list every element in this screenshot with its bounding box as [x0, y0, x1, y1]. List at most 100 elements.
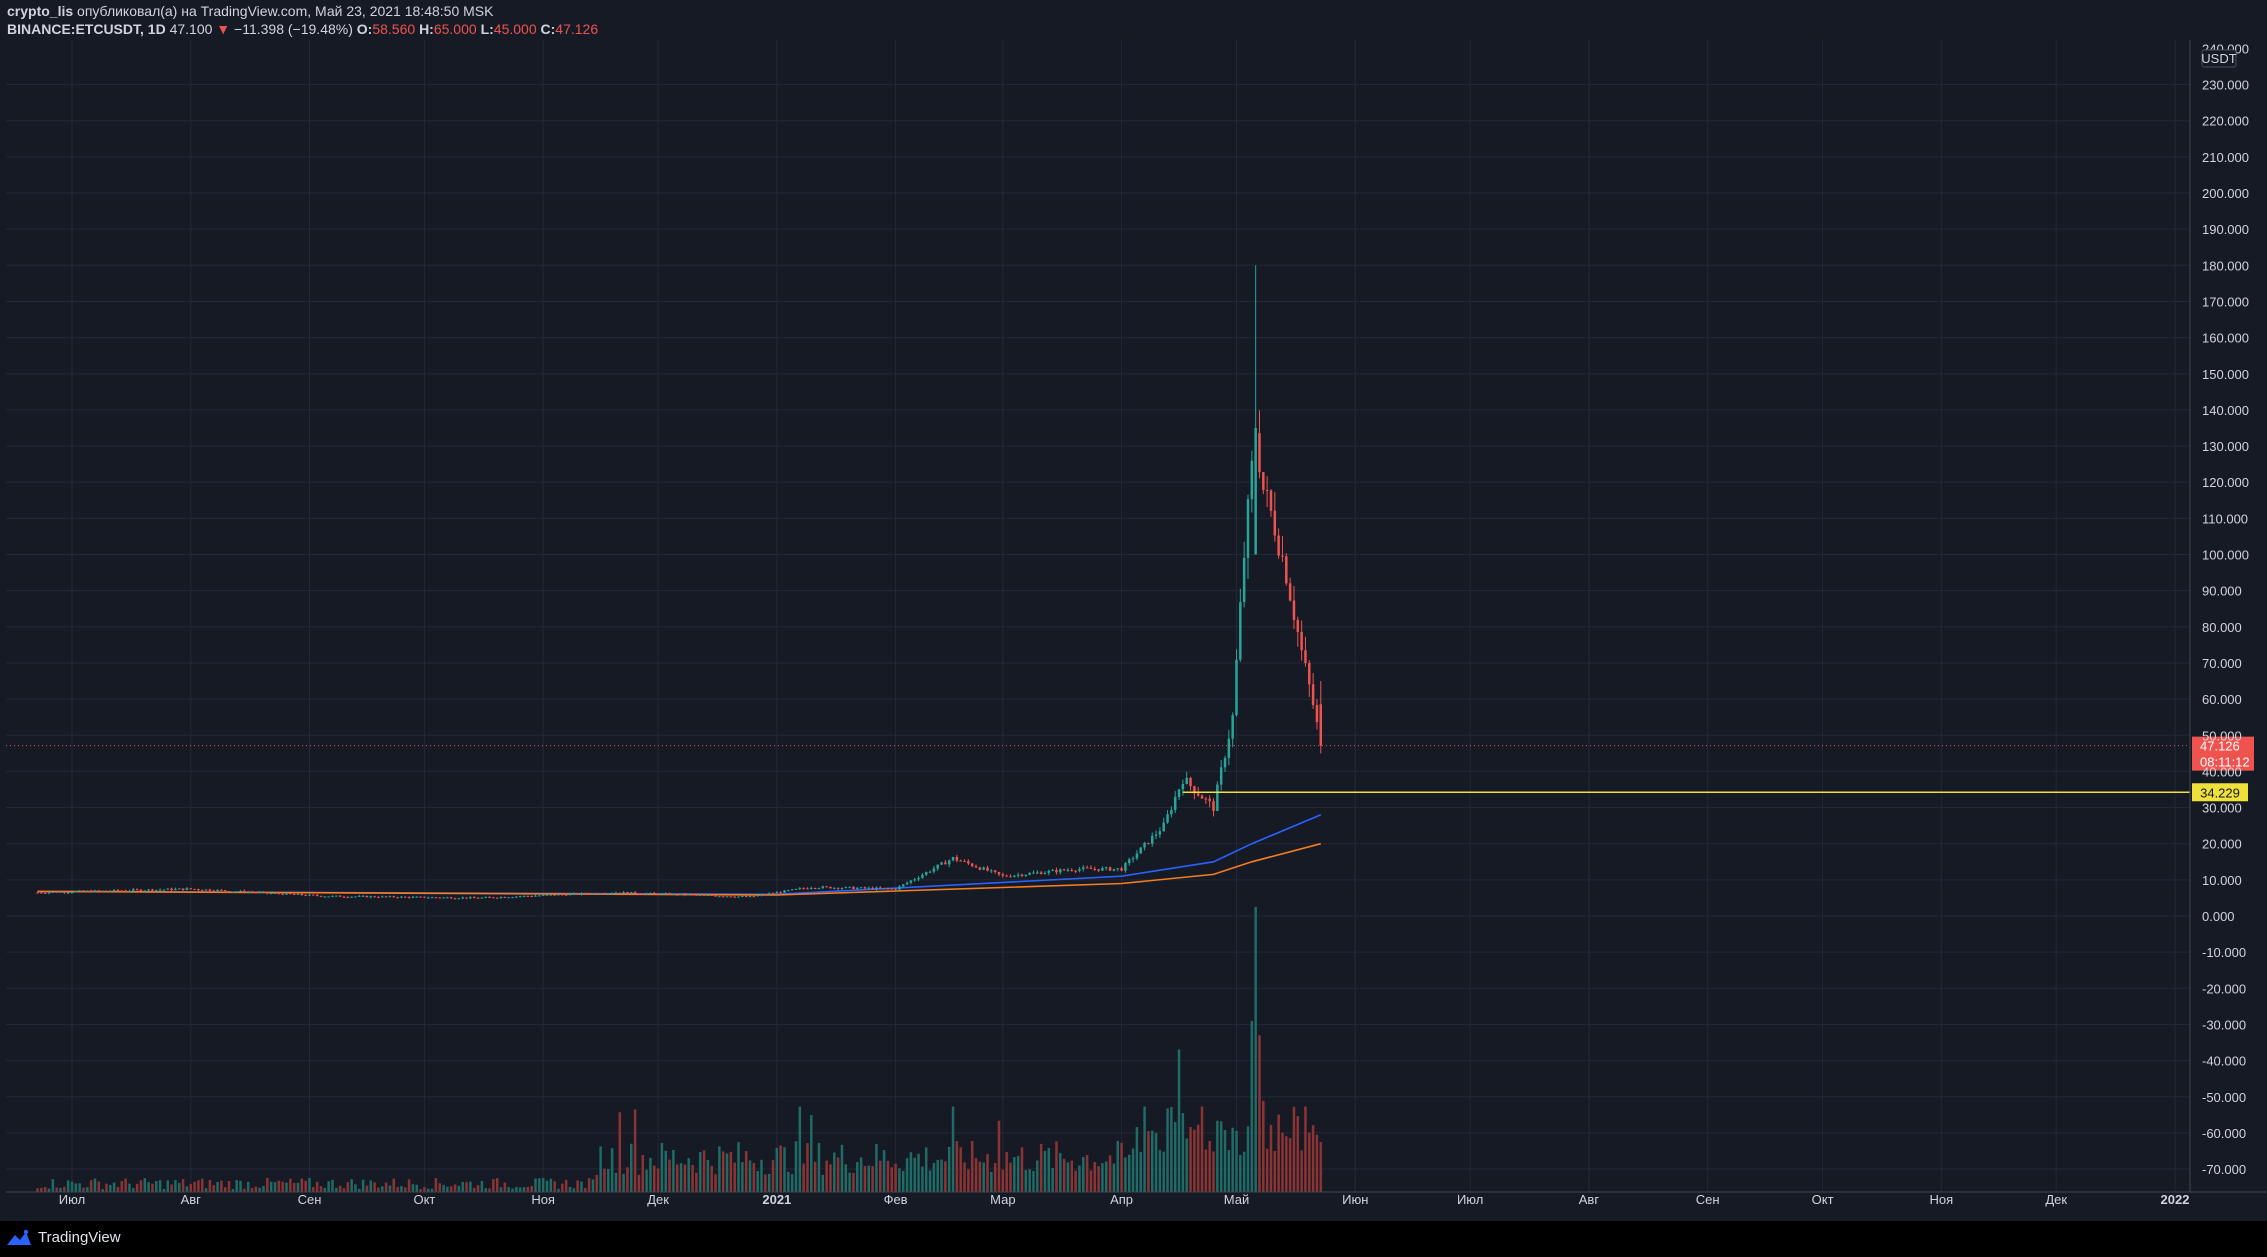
volume-bar — [70, 1181, 74, 1192]
volume-bar — [1262, 1100, 1265, 1192]
low-label: L: — [480, 21, 494, 37]
tradingview-logo[interactable]: TradingView — [6, 1229, 121, 1246]
volume-bar — [767, 1173, 771, 1192]
volume-bar — [1082, 1157, 1085, 1192]
candle-body — [319, 895, 323, 897]
volume-bar — [407, 1179, 411, 1192]
last-price: 47.100 — [169, 21, 213, 37]
volume-bar — [1269, 1124, 1273, 1192]
candle-body — [679, 893, 683, 895]
volume-bar — [507, 1187, 510, 1192]
volume-bar — [116, 1186, 120, 1192]
volume-bar — [1066, 1162, 1070, 1192]
volume-bar — [840, 1144, 844, 1192]
candle-body — [1005, 875, 1008, 877]
candle-body — [729, 896, 733, 898]
volume-bar — [549, 1178, 553, 1192]
chart-legend-header: crypto_lis опубликовал(а) на TradingView… — [7, 2, 2267, 40]
candle-body — [503, 896, 507, 898]
candle-body — [997, 872, 1001, 875]
candle-body — [882, 888, 886, 890]
volume-bar — [289, 1178, 292, 1192]
candle-body — [484, 896, 487, 898]
candle-body — [472, 897, 476, 899]
volume-bar — [419, 1189, 422, 1192]
candle-body — [798, 888, 802, 890]
candle-body — [392, 896, 396, 898]
x-tick-label: Июн — [1342, 1192, 1368, 1207]
volume-bar — [718, 1146, 721, 1192]
candle-body — [775, 892, 779, 894]
volume-bar — [476, 1185, 480, 1192]
volume-bar — [787, 1171, 790, 1192]
volume-bar — [1147, 1131, 1150, 1192]
volume-bar — [955, 1141, 959, 1192]
candle-body — [530, 896, 533, 898]
x-tick-label: 2022 — [2161, 1192, 2190, 1207]
volume-bar — [381, 1186, 384, 1192]
candle-body — [354, 896, 357, 898]
volume-bar — [890, 1167, 893, 1192]
candle-body — [1108, 867, 1112, 871]
candle-body — [852, 886, 855, 889]
volume-bar — [346, 1182, 350, 1192]
volume-bar — [1311, 1125, 1315, 1192]
candle-body — [978, 867, 982, 870]
candle-body — [1009, 876, 1012, 878]
symbol-name[interactable]: BINANCE:ETCUSDT, 1D — [7, 21, 166, 37]
candle-body — [1062, 869, 1066, 871]
candle-body — [668, 893, 671, 895]
volume-bar — [1300, 1150, 1303, 1192]
candle-body — [1208, 798, 1211, 802]
candle-body — [400, 896, 403, 898]
candle-body — [89, 890, 93, 893]
volume-bar — [86, 1187, 89, 1192]
candle-body — [1315, 705, 1319, 723]
candle-body — [465, 897, 468, 899]
y-tick-label: -30.000 — [2202, 1017, 2246, 1032]
volume-bar — [319, 1186, 323, 1192]
published-text: опубликовал(а) на TradingView.com, Май 2… — [77, 3, 494, 19]
volume-bar — [495, 1178, 499, 1192]
author-name[interactable]: crypto_lis — [7, 3, 74, 19]
candle-body — [116, 889, 120, 891]
candle-body — [1196, 793, 1200, 796]
candle-body — [74, 891, 78, 893]
volume-bar — [66, 1180, 70, 1192]
x-tick-label: Сен — [298, 1192, 322, 1207]
candle-body — [254, 892, 258, 894]
volume-bar — [1032, 1170, 1035, 1192]
candle-body — [1024, 874, 1028, 876]
volume-bar — [1105, 1161, 1108, 1192]
candle-body — [358, 895, 361, 897]
volume-bar — [764, 1174, 767, 1192]
candle-body — [557, 894, 560, 896]
candle-body — [1250, 460, 1254, 500]
candle-body — [1112, 868, 1116, 871]
volume-bar — [74, 1183, 78, 1192]
y-tick-label: 110.000 — [2202, 511, 2248, 526]
candle-body — [143, 890, 147, 892]
candle-body — [1166, 814, 1169, 823]
volume-bar — [1143, 1106, 1146, 1192]
volume-bar — [633, 1109, 637, 1192]
candle-body — [813, 887, 817, 889]
volume-bar — [446, 1186, 449, 1192]
volume-bar — [813, 1161, 817, 1192]
volume-bar — [970, 1141, 974, 1192]
candle-body — [702, 894, 706, 896]
volume-bar — [783, 1147, 786, 1192]
candle-body — [66, 892, 70, 894]
candle-body — [266, 891, 269, 894]
x-tick-label: Июл — [1457, 1192, 1483, 1207]
volume-bar — [388, 1185, 392, 1192]
candle-body — [817, 888, 821, 890]
candle-body — [675, 893, 679, 895]
candle-body — [289, 893, 292, 895]
volume-bar — [752, 1163, 756, 1192]
y-tick-label: 50.000 — [2202, 728, 2242, 743]
candle-body — [415, 896, 418, 898]
